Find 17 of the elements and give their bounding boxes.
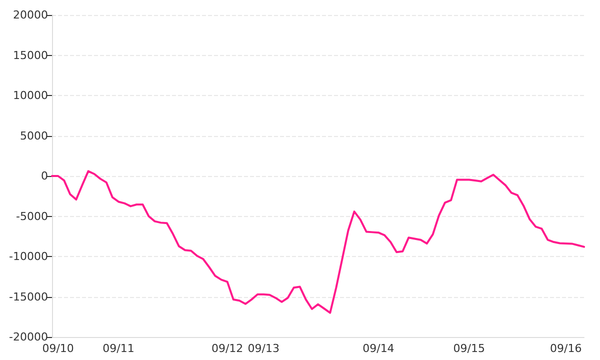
y-tick-label: 15000	[13, 48, 48, 62]
x-tick-label: 09/15	[453, 342, 485, 355]
line-series	[51, 170, 585, 314]
y-tick-label: 0	[41, 170, 48, 182]
y-tick-label: -20000	[9, 330, 48, 344]
y-tick-label: -5000	[16, 210, 48, 223]
x-tick-label: 09/11	[102, 342, 134, 355]
y-tick-label: 20000	[13, 8, 48, 22]
x-tick-label: 09/13	[248, 342, 280, 355]
y-tick-label: -15000	[9, 290, 48, 304]
y-tick-label: 5000	[20, 129, 48, 142]
y-tick-label: 10000	[13, 89, 48, 102]
x-tick-label: 09/14	[362, 342, 394, 355]
x-tick-label: 09/16	[550, 342, 582, 355]
x-tick-label: 09/12	[211, 342, 244, 355]
x-tick-label: 09/10	[42, 342, 74, 355]
y-tick-label: -10000	[9, 250, 48, 263]
